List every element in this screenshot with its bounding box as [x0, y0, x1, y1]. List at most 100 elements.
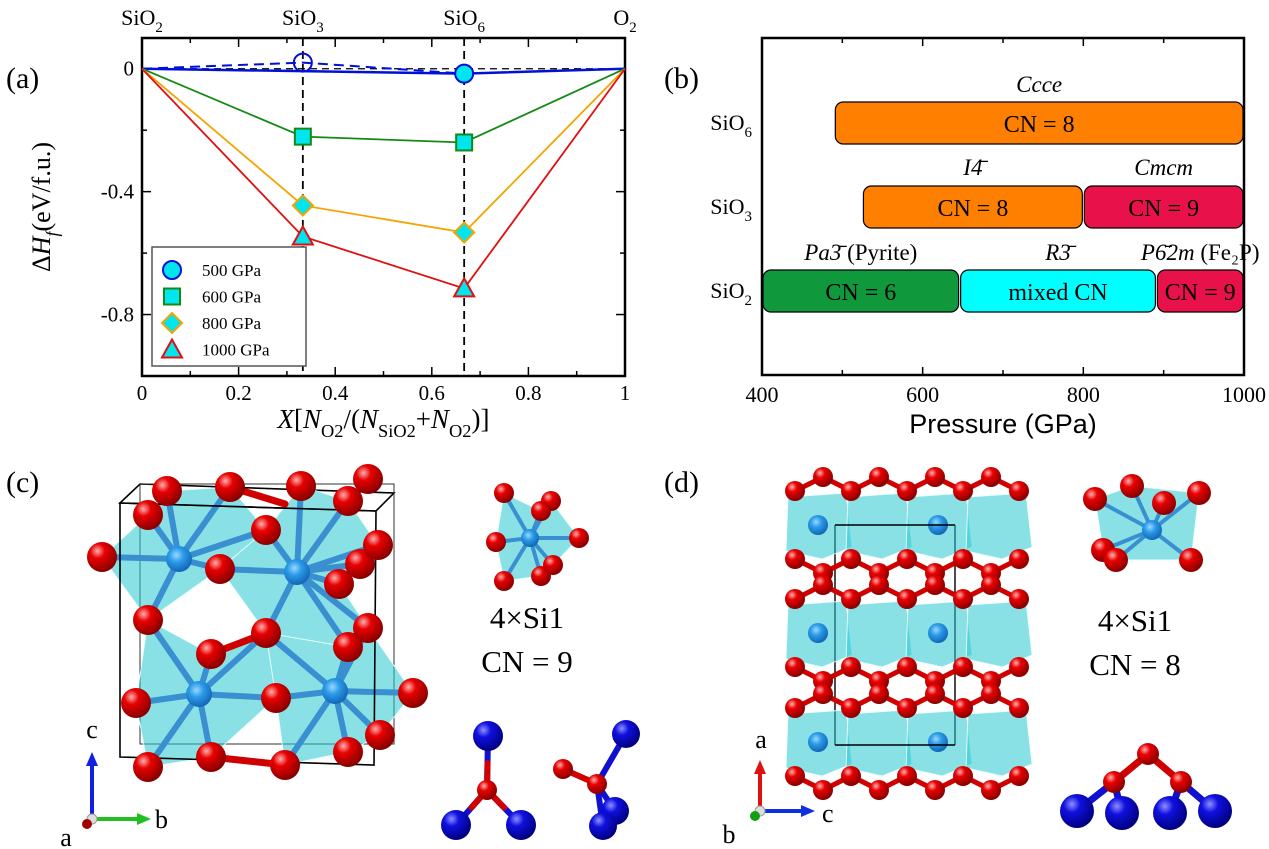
axis-c-label: c — [822, 799, 834, 828]
oxygen-atom — [841, 589, 861, 609]
oxygen-atom — [251, 515, 281, 545]
oxygen-atom — [286, 471, 316, 501]
silicon-atom — [808, 623, 828, 643]
silicon-atom-blue — [612, 720, 640, 748]
oxygen-atom — [785, 589, 805, 609]
oxygen-atom — [133, 605, 163, 635]
x-tick-label: 0.6 — [419, 381, 445, 405]
oxygen-atom — [205, 554, 235, 584]
oxygen-atom — [785, 549, 805, 569]
metastable-dashed-line — [141, 61, 465, 75]
oxygen-atom — [869, 780, 889, 800]
silicon-atom-blue — [1198, 794, 1232, 828]
top-composition-label: SiO3 — [282, 5, 324, 36]
oxygen-atom — [925, 780, 945, 800]
y-axis-label: ΔHf(eV/f.u.) — [27, 142, 62, 272]
x-tick-label: 0.2 — [225, 381, 251, 405]
si-o-bond — [176, 527, 269, 562]
si-o-bond — [196, 630, 269, 697]
space-group-label: Cmcm — [1134, 155, 1193, 180]
phase-bar — [862, 185, 1083, 229]
panel-label-b: (b) — [664, 62, 699, 95]
oxygen-atom — [1187, 481, 1211, 505]
silicon-atom — [166, 546, 192, 572]
series-line-800-GPa — [141, 68, 626, 234]
oxygen-atom — [897, 589, 917, 609]
silicon-atom — [284, 559, 310, 585]
oxygen-atom — [953, 549, 973, 569]
oxygen-atom — [333, 486, 363, 516]
phase-bar-label: CN = 8 — [1004, 112, 1075, 138]
oxygen-atom — [215, 472, 245, 502]
data-point-circle — [454, 63, 475, 84]
oxygen-atom — [1179, 548, 1203, 572]
legend-marker-circle — [162, 260, 182, 280]
legend-label: 500 GPa — [202, 261, 261, 280]
oxygen-atom — [587, 774, 607, 794]
oxygen-atom — [398, 678, 428, 708]
top-composition-label: O2 — [613, 5, 636, 36]
legend-marker-square — [163, 287, 181, 306]
oxygen-atom — [1170, 771, 1192, 793]
formation-enthalpy-chart: 0 0.2 0.4 0.6 0.8 1 0 -0.4 -0.8 SiO2 SiO3 SiO6 O2 ΔHf… — [27, 5, 637, 441]
space-group-label: R3̄ — [1044, 240, 1077, 265]
coordination-polyhedron — [845, 709, 913, 777]
oxygen-atom — [152, 476, 182, 506]
x-tick-label: 600 — [906, 382, 939, 407]
silicon-atom — [521, 529, 539, 547]
data-point-triangle — [452, 276, 476, 298]
oxygen-atom — [897, 698, 917, 718]
structure-sio3-cmcm — [82, 464, 640, 840]
coordination-polyhedron — [845, 492, 913, 560]
coordination-polyhedron — [845, 600, 913, 668]
oxygen-atom — [869, 684, 889, 704]
y-tick-label: -0.4 — [101, 180, 135, 204]
oxygen-atom — [953, 766, 973, 786]
x-tick-label: 400 — [746, 382, 779, 407]
oxygen-atom — [353, 464, 383, 494]
oxygen-atom — [324, 569, 354, 599]
oxygen-atom — [494, 483, 514, 503]
arrowhead-icon — [801, 805, 815, 817]
oxygen-atom — [925, 467, 945, 487]
legend-label: 800 GPa — [202, 314, 261, 333]
space-group-label: P6̄2m (Fe₂P) — [1140, 240, 1260, 265]
oxygen-atom — [981, 684, 1001, 704]
panel-label-c: (c) — [6, 466, 39, 499]
space-group-label: Pa3̄ (Pyrite) — [803, 240, 917, 265]
axis-out-marker — [82, 819, 92, 829]
phase-bar-label: CN = 8 — [937, 196, 1008, 222]
oxygen-atom — [1009, 589, 1029, 609]
oxygen-atom — [841, 698, 861, 718]
phase-bar — [834, 101, 1244, 145]
oxygen-atom — [785, 766, 805, 786]
oxygen-atom — [813, 780, 833, 800]
structure-d-cn-label: CN = 8 — [1089, 647, 1181, 682]
oxygen-atom — [841, 481, 861, 501]
series-line-500-GPa — [141, 67, 626, 75]
si-o-bond — [263, 630, 338, 694]
axis-a-label: a — [60, 823, 72, 849]
series-line-1000-GPa — [141, 68, 626, 290]
phase-bar-label: CN = 9 — [1165, 280, 1236, 306]
oxygen-atom — [1009, 698, 1029, 718]
oxygen-atom — [353, 613, 383, 643]
oxygen-atom — [1104, 548, 1128, 572]
row-label-SiO6: SiO6 — [710, 110, 752, 141]
oxygen-atom — [133, 752, 163, 782]
legend: 500 GPa 600 GPa 800 GPa 1000 GPa — [151, 246, 307, 367]
legend-marker-diamond — [160, 311, 184, 335]
si-o-bond — [294, 569, 371, 631]
top-composition-label: SiO2 — [121, 5, 163, 36]
x-tick-label: 1 — [620, 381, 631, 405]
x-tick-label: 1000 — [1222, 382, 1266, 407]
oxygen-atom — [1137, 743, 1159, 765]
legend-label: 1000 GPa — [202, 341, 270, 360]
oxygen-atom — [785, 481, 805, 501]
oxygen-atom — [897, 766, 917, 786]
oxygen-atom — [925, 684, 945, 704]
oxygen-atom — [363, 530, 393, 560]
oxygen-atom — [897, 657, 917, 677]
x-axis-label: X[NO2/(NSiO2+NO2)] — [277, 404, 490, 441]
